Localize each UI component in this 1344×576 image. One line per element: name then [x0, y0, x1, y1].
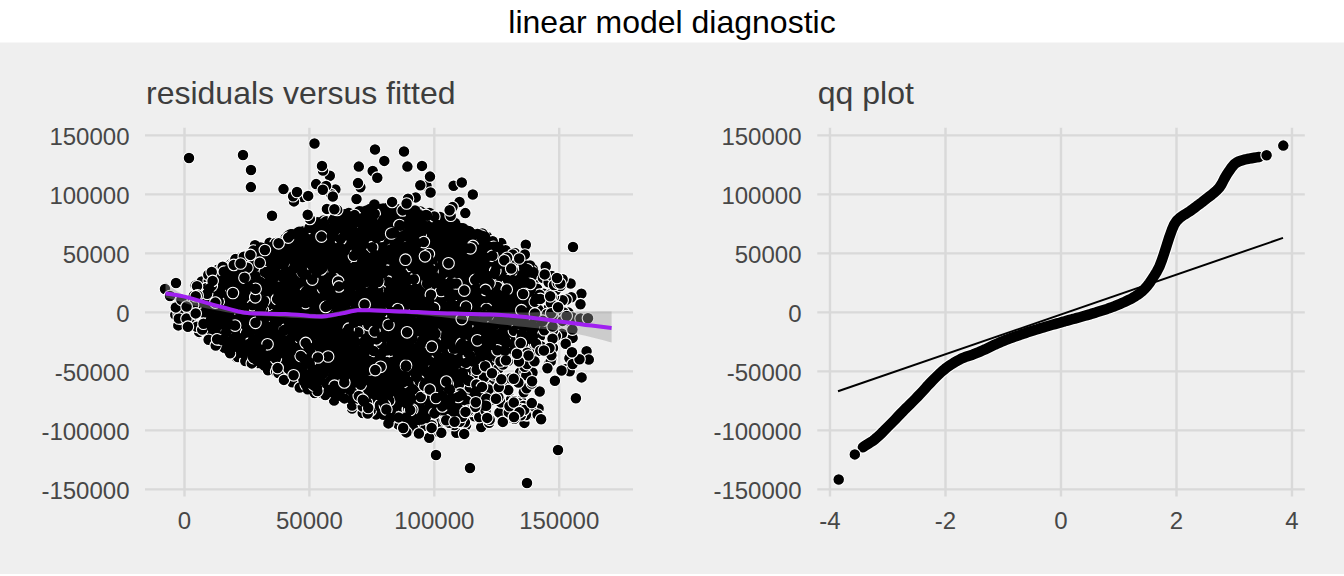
svg-text:0: 0: [788, 300, 801, 327]
svg-text:50000: 50000: [276, 507, 343, 534]
svg-text:4: 4: [1285, 507, 1298, 534]
svg-text:linear model diagnostic: linear model diagnostic: [508, 4, 835, 40]
svg-text:100000: 100000: [49, 182, 129, 209]
svg-text:50000: 50000: [735, 241, 802, 268]
svg-text:0: 0: [178, 507, 191, 534]
svg-text:150000: 150000: [721, 123, 801, 150]
svg-text:100000: 100000: [394, 507, 474, 534]
svg-text:0: 0: [116, 300, 129, 327]
svg-text:50000: 50000: [63, 241, 130, 268]
svg-text:0: 0: [1054, 507, 1067, 534]
svg-text:150000: 150000: [49, 123, 129, 150]
svg-text:2: 2: [1170, 507, 1183, 534]
svg-text:residuals versus fitted: residuals versus fitted: [146, 75, 455, 111]
svg-text:150000: 150000: [519, 507, 599, 534]
svg-text:-150000: -150000: [713, 477, 801, 504]
svg-text:100000: 100000: [721, 182, 801, 209]
svg-text:-100000: -100000: [41, 418, 129, 445]
svg-text:-50000: -50000: [55, 359, 130, 386]
svg-text:qq plot: qq plot: [818, 75, 914, 111]
svg-text:-50000: -50000: [727, 359, 802, 386]
svg-text:-100000: -100000: [713, 418, 801, 445]
svg-text:-2: -2: [935, 507, 956, 534]
svg-text:-150000: -150000: [41, 477, 129, 504]
svg-text:-4: -4: [819, 507, 840, 534]
